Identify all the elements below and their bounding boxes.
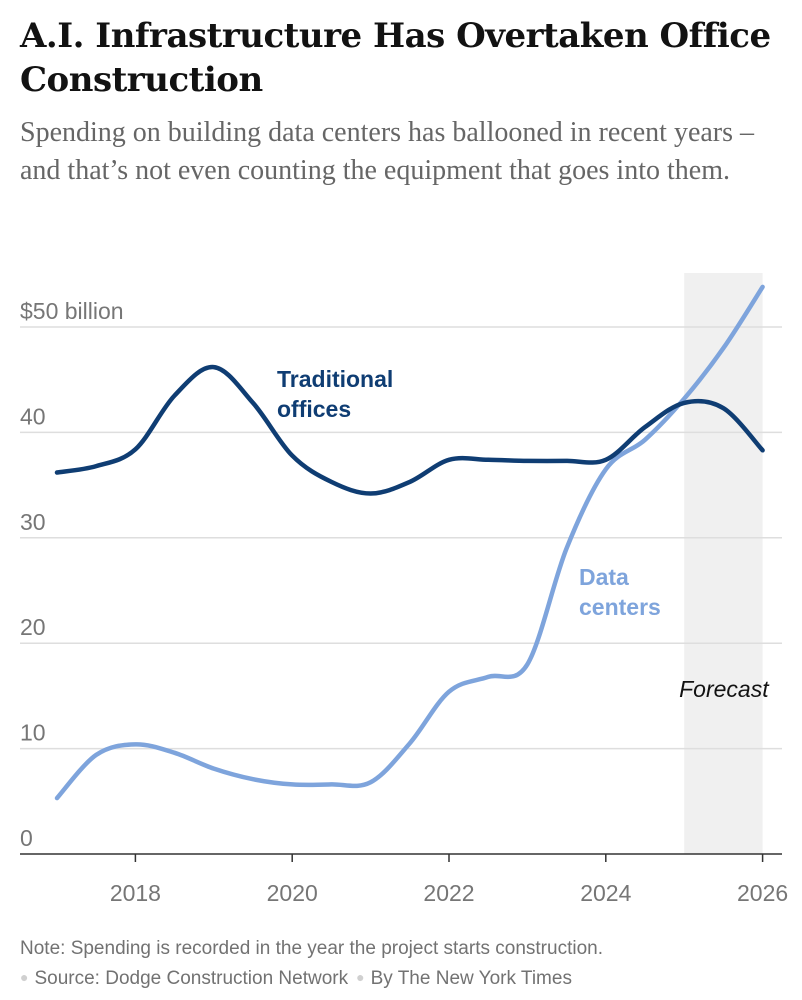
source-line: ● Source: Dodge Construction Network ● By T… [20, 964, 790, 994]
credit-text: By The New York Times [370, 968, 572, 989]
bullet-dot-icon: ● [20, 969, 29, 985]
series-label-line: centers [579, 594, 661, 620]
x-tick-label: 2020 [267, 880, 318, 906]
series-label-traditional-offices: Traditional offices [277, 366, 393, 422]
chart-subtitle: Spending on building data centers has ba… [20, 117, 755, 186]
y-tick-label: 0 [20, 825, 33, 851]
y-tick-label: 20 [20, 614, 46, 640]
source-text: Source: Dodge Construction Network [34, 968, 349, 989]
y-tick-label: $50 billion [20, 298, 124, 324]
x-tick-label: 2022 [423, 880, 474, 906]
y-tick-label: 30 [20, 509, 46, 535]
line-chart: 0 10 20 30 40 $50 billion 2018 2020 2022 2024 2026… [20, 273, 788, 906]
forecast-band [684, 273, 763, 854]
forecast-label: Forecast [679, 676, 770, 702]
x-tick-label: 2024 [580, 880, 631, 906]
x-tick-label: 2026 [737, 880, 788, 906]
y-tick-label: 40 [20, 403, 46, 429]
series-label-line: Data [579, 564, 629, 590]
series-label-data-centers: Data centers [579, 564, 661, 620]
series-line-data-centers [54, 284, 765, 801]
series-label-line: Traditional [277, 366, 393, 392]
bullet-dot-icon: ● [356, 969, 365, 985]
chart-title: A.I. Infrastructure Has Overtaken Office… [20, 16, 771, 100]
series-label-line: offices [277, 396, 351, 422]
x-tick-label: 2018 [110, 880, 161, 906]
chart-notes: Note: Spending is recorded in the year t… [20, 934, 790, 994]
y-tick-label: 10 [20, 720, 46, 746]
series-line-traditional-offices [54, 364, 765, 496]
note-text: Note: Spending is recorded in the year t… [20, 938, 603, 959]
